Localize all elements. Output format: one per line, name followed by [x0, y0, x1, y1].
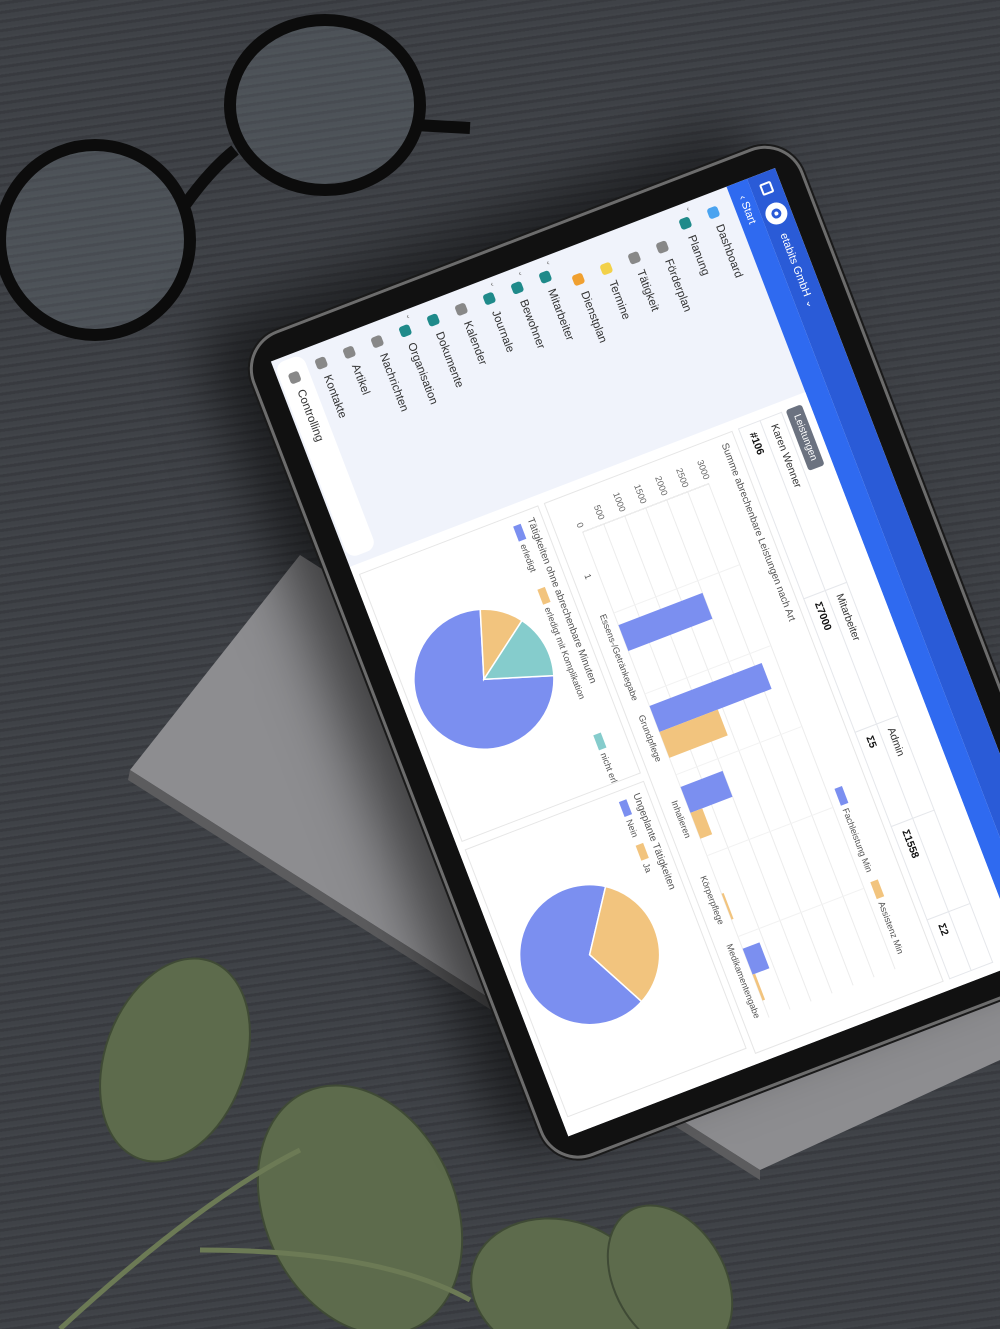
chevron-down-icon[interactable]: ⌄ [487, 279, 499, 289]
people-icon [538, 269, 553, 284]
legend-label: Nein [624, 818, 640, 839]
legend-label: Assistenz Min [876, 900, 905, 955]
document-icon [426, 312, 441, 327]
grid-icon [655, 239, 670, 255]
sidebar-item-label: Artikel [348, 362, 372, 397]
sidebar-item-label: Planung [685, 233, 712, 278]
grid-line [706, 806, 834, 857]
organisation-icon [398, 323, 413, 338]
legend-swatch [593, 732, 607, 751]
sidebar-toggle-icon[interactable] [758, 180, 775, 197]
grid-line [675, 725, 803, 776]
pie-slice-nicht-erledigt [482, 619, 555, 681]
y-tick-label: 3000 [695, 459, 712, 481]
chevron-down-icon[interactable]: ⌄ [543, 257, 555, 268]
chevron-down-icon[interactable]: ⌄ [684, 203, 695, 214]
y-tick-label: 2000 [653, 475, 670, 497]
sidebar-item-label: Tätigkeit [634, 268, 661, 314]
tablet-screen: etabits GmbH ⌄ ‹ Start Dashboard ⌄ Planung… [270, 168, 1000, 1137]
legend-swatch [635, 842, 649, 861]
roster-icon [571, 272, 586, 287]
bar-assistenz-min [752, 973, 766, 1001]
breadcrumb-start: Start [738, 199, 759, 226]
dashboard-icon [706, 205, 721, 220]
x-tick-label: 1 [582, 572, 593, 580]
legend-swatch [870, 879, 885, 900]
legend-label: Ja [641, 862, 654, 874]
plant [58, 957, 734, 1329]
list-icon [627, 250, 642, 265]
main-content: Leistungen Karen Wenner Mitarbeiter Admi… [349, 392, 1000, 1137]
sidebar-item-label: Termine [606, 278, 632, 322]
bar-fachleistung-min [680, 770, 733, 813]
article-icon [342, 345, 357, 360]
controlling-icon [288, 370, 303, 385]
calendar-icon [454, 302, 469, 317]
y-tick-label: 500 [592, 504, 607, 522]
y-tick-label: 0 [574, 521, 585, 529]
chevron-down-icon: ⌄ [803, 296, 818, 310]
x-tick-label: Körperpflege [698, 874, 726, 926]
grid-line [582, 483, 709, 533]
y-tick-label: 2500 [674, 467, 691, 489]
legend-swatch [618, 799, 633, 818]
chevron-down-icon[interactable]: ⌄ [403, 311, 415, 321]
bar-assistenz-min [721, 892, 734, 920]
chevron-down-icon[interactable]: ⌄ [515, 268, 527, 278]
pie-slice-ja [588, 885, 661, 1003]
pie-slice-nein [518, 883, 643, 1026]
legend-swatch [834, 786, 849, 806]
journal-icon [482, 291, 497, 306]
y-tick-label: 1500 [632, 483, 649, 505]
calendar-icon [599, 261, 614, 276]
grid-line [644, 645, 772, 695]
resident-icon [510, 280, 525, 295]
grid-line [613, 564, 740, 614]
bar-assistenz-min [659, 709, 728, 758]
planning-icon [678, 216, 693, 231]
bar-fachleistung-min [649, 662, 772, 732]
legend-swatch [537, 586, 551, 605]
legend-swatch [513, 523, 527, 542]
bar-assistenz-min [690, 808, 713, 839]
message-icon [370, 334, 385, 349]
contact-icon [314, 355, 329, 370]
sidebar-item-label: Journale [489, 308, 517, 355]
company-logo [762, 199, 791, 228]
bar-fachleistung-min [618, 592, 713, 652]
bar-fachleistung-min [742, 942, 770, 975]
y-tick-label: 1000 [611, 491, 628, 513]
grid-line [737, 887, 865, 938]
glasses [0, 14, 471, 341]
